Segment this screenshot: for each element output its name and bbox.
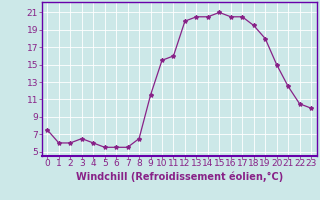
X-axis label: Windchill (Refroidissement éolien,°C): Windchill (Refroidissement éolien,°C) [76, 171, 283, 182]
